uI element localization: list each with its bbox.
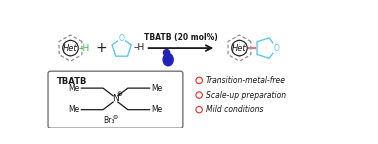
Circle shape [197,78,201,82]
Text: TBATB (20 mol%): TBATB (20 mol%) [144,33,218,42]
Text: ⊕: ⊕ [116,91,122,97]
Circle shape [197,93,201,97]
Text: –H: –H [79,44,90,53]
Text: Me: Me [151,105,162,114]
Circle shape [196,107,202,113]
Text: –H: –H [133,43,144,52]
Text: Scale-up preparation: Scale-up preparation [206,91,286,100]
Text: Het: Het [63,44,78,53]
Circle shape [197,108,201,112]
Text: Me: Me [68,84,80,93]
Text: TBATB: TBATB [57,77,88,86]
Circle shape [63,40,78,56]
Circle shape [196,77,202,84]
Text: Me: Me [68,105,80,114]
Circle shape [232,40,247,56]
Text: +: + [96,41,107,55]
Text: Mild conditions: Mild conditions [206,105,263,114]
Circle shape [196,92,202,98]
Text: Br₃: Br₃ [104,116,115,125]
Ellipse shape [163,53,173,66]
Text: Transition-metal-free: Transition-metal-free [206,76,286,85]
Text: Het: Het [232,44,247,53]
Ellipse shape [164,50,170,56]
FancyBboxPatch shape [48,71,183,128]
Text: ⊖: ⊖ [112,115,117,120]
Text: O: O [274,44,280,53]
Text: O: O [119,34,125,43]
Text: N: N [112,94,119,103]
Text: Me: Me [151,84,162,93]
